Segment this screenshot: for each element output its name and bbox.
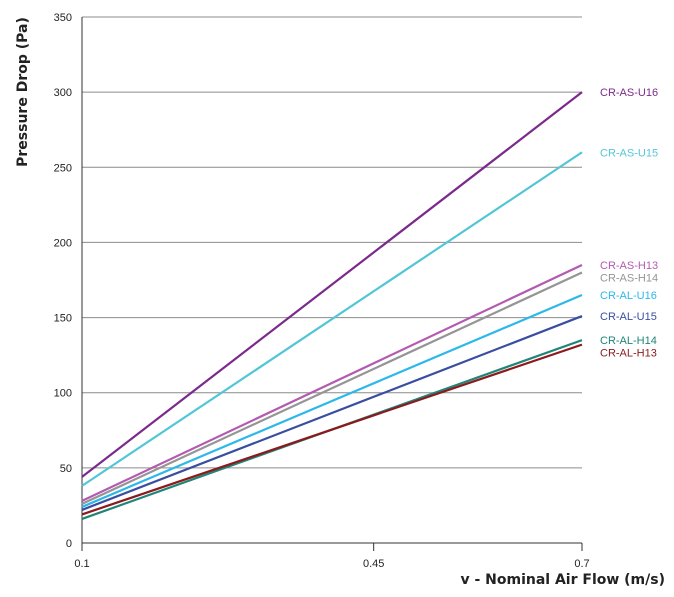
y-tick-label: 200	[54, 237, 72, 249]
y-tick-label: 300	[54, 87, 72, 99]
series-label-cr-al-h13: CR-AL-H13	[600, 348, 657, 360]
series-lines	[81, 91, 583, 520]
x-axis-title: v - Nominal Air Flow (m/s)	[460, 572, 665, 588]
y-tick-label: 50	[60, 463, 72, 475]
series-line-cr-as-u15	[81, 151, 583, 487]
series-line-cr-al-u16	[81, 294, 583, 508]
series-line-cr-al-u15	[81, 315, 583, 511]
x-tick-label: 0.7	[574, 558, 589, 570]
grid	[82, 16, 582, 544]
series-line-cr-al-h13	[81, 343, 583, 516]
y-tick-label: 250	[54, 162, 72, 174]
series-label-cr-al-u15: CR-AL-U15	[600, 311, 657, 323]
axes	[81, 17, 583, 551]
y-tick-label: 100	[54, 388, 72, 400]
series-label-cr-as-h13: CR-AS-H13	[600, 260, 658, 272]
y-tick-label: 0	[66, 538, 72, 550]
x-tick-label: 0.45	[363, 558, 384, 570]
y-axis-title: Pressure Drop (Pa)	[15, 17, 31, 167]
y-tick-label: 150	[54, 313, 72, 325]
x-tick-label: 0.1	[74, 558, 89, 570]
tick-labels: 0 50 100 150 200 250 300 350 0.1 0.45 0.7	[54, 12, 590, 570]
series-label-cr-as-h14: CR-AS-H14	[600, 272, 658, 284]
series-line-cr-as-h13	[81, 263, 583, 502]
series-line-cr-as-h14	[81, 271, 583, 505]
series-label-cr-as-u15: CR-AS-U15	[600, 147, 658, 159]
series-label-cr-al-u16: CR-AL-U16	[600, 290, 657, 302]
series-line-cr-as-u16	[81, 91, 583, 478]
y-tick-label: 350	[54, 12, 72, 24]
series-label-cr-as-u16: CR-AS-U16	[600, 87, 658, 99]
series-label-cr-al-h14: CR-AL-H14	[600, 335, 657, 347]
